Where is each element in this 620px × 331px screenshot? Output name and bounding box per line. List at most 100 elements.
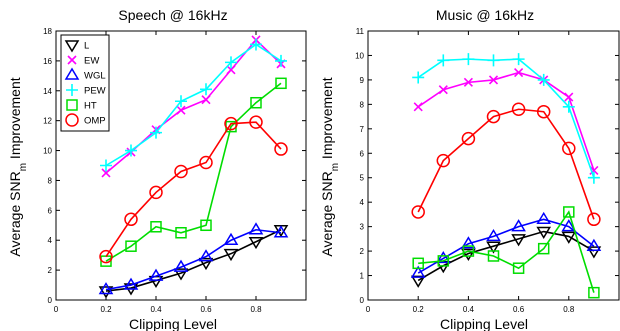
y-tick-label-music: 11 <box>356 27 365 36</box>
data-point-omp-speech <box>274 142 288 156</box>
data-point-wgl-music <box>586 238 602 251</box>
y-tick-label-music: 8 <box>360 100 365 109</box>
data-point-pew-music <box>587 171 600 184</box>
data-point-ew-speech <box>101 168 111 178</box>
series-line-pew-speech <box>105 43 282 167</box>
data-point-ew-music <box>564 92 574 102</box>
data-point-wgl-speech <box>98 282 114 295</box>
data-point-wgl-music <box>461 236 476 249</box>
data-point-pew-speech <box>150 126 162 139</box>
data-point-wgl-speech <box>248 222 264 235</box>
data-point-wgl-music <box>511 219 526 232</box>
x-tick-label-music: 0.4 <box>463 305 475 314</box>
chart-music: Music @ 16kHz 0 0.2 0.4 0.6 0.8 0 1 2 3 4 5 6 7 8 9 10 1… <box>319 7 620 331</box>
data-point-ht-speech <box>125 240 137 252</box>
data-point-omp-music <box>486 109 501 124</box>
data-point-pew-speech <box>275 54 287 67</box>
x-tick-label-music: 0.8 <box>563 305 575 314</box>
y-axis-title-music-main: Average SNR <box>319 171 335 256</box>
data-point-wgl-speech <box>273 225 289 238</box>
data-point-pew-speech <box>175 95 187 108</box>
data-point-omp-music <box>411 205 425 219</box>
legend-marker-omp-speech <box>65 113 79 127</box>
data-point-l-music <box>536 226 552 239</box>
data-point-ht-speech <box>150 221 162 233</box>
data-point-ht-speech <box>200 219 212 232</box>
x-axis-title-music: Clipping Level <box>440 316 528 331</box>
series-omp-music <box>411 102 601 227</box>
data-point-omp-speech <box>99 249 113 264</box>
legend-label-l-speech: L <box>84 41 89 52</box>
legend-label-ht-speech: HT <box>84 101 97 112</box>
data-point-pew-music <box>412 71 425 84</box>
data-point-wgl-music <box>435 250 451 264</box>
y-tick-label-speech: 14 <box>43 87 52 96</box>
y-tick-label-speech: 18 <box>43 27 52 36</box>
y-tick-label-music: 7 <box>360 125 365 134</box>
data-point-ht-speech <box>175 227 187 239</box>
legend-marker-wgl-speech <box>64 67 80 80</box>
data-point-ew-music <box>438 85 448 95</box>
y-tick-label-music: 9 <box>360 76 365 85</box>
y-tick-label-music: 4 <box>360 198 365 207</box>
data-point-ht-music <box>412 257 424 270</box>
data-point-wgl-music <box>536 211 552 225</box>
data-point-omp-music <box>511 102 526 117</box>
data-point-ht-music <box>437 255 450 267</box>
data-point-wgl-music <box>486 228 501 242</box>
data-point-ht-music <box>512 262 525 274</box>
y-axis-title-music-suffix: Improvement <box>319 77 335 163</box>
data-point-omp-speech <box>149 185 163 200</box>
data-point-pew-speech <box>250 38 262 51</box>
x-tick-label-music: 0.6 <box>513 305 525 314</box>
chart-title-speech: Speech @ 16kHz <box>118 7 227 23</box>
legend-label-wgl-speech: WGL <box>84 71 106 82</box>
series-line-ht-music <box>418 210 595 293</box>
x-tick-label-speech: 0 <box>54 305 59 314</box>
data-point-omp-music <box>536 104 551 119</box>
legend-speech: L EW WGL PEW HT OMP <box>60 34 110 132</box>
data-point-ht-music <box>537 242 550 255</box>
series-omp-speech <box>99 115 288 264</box>
data-point-l-speech <box>173 268 189 281</box>
data-point-omp-music <box>587 212 601 227</box>
series-line-ew-music <box>417 71 595 171</box>
data-point-omp-speech <box>174 164 188 179</box>
data-point-wgl-speech <box>223 232 239 245</box>
data-point-ew-speech <box>226 65 236 75</box>
data-point-l-music <box>511 234 526 247</box>
data-point-pew-speech <box>225 56 237 69</box>
series-pew-music <box>412 53 600 184</box>
legend-marker-pew-speech <box>66 84 78 96</box>
data-point-pew-speech <box>100 159 112 172</box>
x-axis-title-speech: Clipping Level <box>129 316 217 331</box>
data-point-ew-speech <box>201 95 211 105</box>
data-point-omp-speech <box>199 155 213 170</box>
data-point-l-music <box>561 231 577 244</box>
data-point-l-speech <box>248 236 264 250</box>
data-point-pew-music <box>462 53 475 66</box>
y-tick-label-speech: 2 <box>48 266 53 275</box>
data-point-ew-music <box>463 77 473 87</box>
data-point-ht-speech <box>250 96 262 109</box>
series-ht-music <box>412 206 600 299</box>
series-wgl-music <box>410 211 602 278</box>
x-tick-label-speech: 0.6 <box>200 305 212 314</box>
series-line-ht-speech <box>105 82 282 262</box>
legend-label-pew-speech: PEW <box>84 86 106 97</box>
y-tick-label-speech: 12 <box>43 117 52 126</box>
chart-speech: Speech @ 16kHz 0 0.2 0.4 0.6 0.8 0 2 4 6 8 10 12 14 1… <box>7 7 307 331</box>
data-point-pew-music <box>512 53 525 66</box>
data-point-ew-speech <box>176 105 186 115</box>
data-point-l-speech <box>223 248 239 262</box>
x-tick-label-speech: 0.8 <box>250 305 262 314</box>
data-point-pew-speech <box>200 83 212 96</box>
legend-label-omp-speech: OMP <box>84 116 106 127</box>
y-axis-title-speech-suffix: Improvement <box>7 77 23 163</box>
legend-label-ew-speech: EW <box>84 56 99 67</box>
data-point-ew-music <box>514 68 524 78</box>
data-point-omp-speech <box>249 115 263 129</box>
data-point-wgl-speech <box>123 277 139 290</box>
data-point-wgl-music <box>561 219 577 232</box>
